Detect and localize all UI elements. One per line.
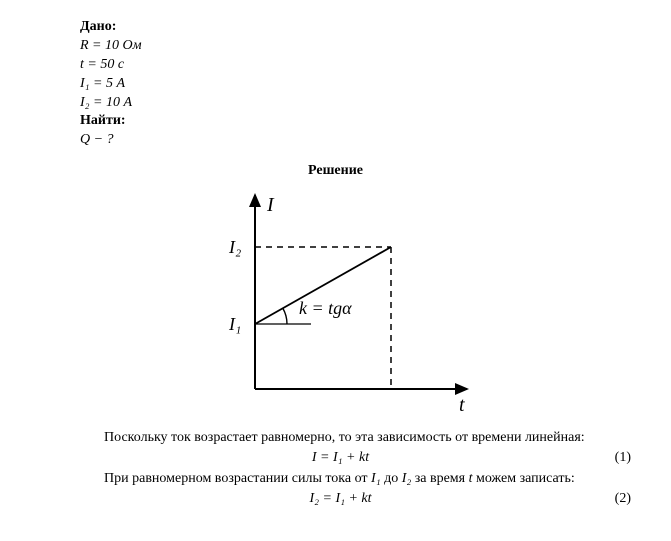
- equation-2: I₂ = I₁ + kt: [80, 490, 601, 509]
- paragraph-2b: до: [381, 471, 402, 486]
- given-I2: I₂ = 10 А: [80, 94, 631, 113]
- current-time-chart: It I₁ I₂ k = tgα: [191, 189, 481, 419]
- paragraph-2c: за время: [411, 471, 468, 486]
- svg-text:I₁: I₁: [228, 314, 241, 334]
- equation-1-number: (1): [601, 449, 631, 468]
- svg-text:I: I: [266, 194, 275, 216]
- symbol-I2: I₂: [402, 471, 412, 486]
- solution-heading: Решение: [40, 162, 631, 181]
- svg-text:t: t: [459, 394, 465, 416]
- chart-container: It I₁ I₂ k = tgα: [40, 189, 631, 419]
- paragraph-2: При равномерном возрастании силы тока от…: [80, 470, 631, 489]
- paragraph-1: Поскольку ток возрастает равномерно, то …: [80, 429, 631, 448]
- symbol-I1: I₁: [371, 471, 381, 486]
- paragraph-2d: можем записать:: [473, 471, 575, 486]
- equation-1-row: I = I₁ + kt (1): [80, 449, 631, 468]
- svg-text:k = tgα: k = tgα: [299, 298, 352, 318]
- paragraph-2a: При равномерном возрастании силы тока от: [104, 471, 371, 486]
- equation-2-row: I₂ = I₁ + kt (2): [80, 490, 631, 509]
- find-heading: Найти:: [80, 112, 631, 131]
- given-R: R = 10 Ом: [80, 37, 631, 56]
- given-heading: Дано:: [80, 18, 631, 37]
- svg-text:I₂: I₂: [228, 237, 241, 257]
- given-I1: I₁ = 5 А: [80, 75, 631, 94]
- equation-1: I = I₁ + kt: [80, 449, 601, 468]
- equation-2-number: (2): [601, 490, 631, 509]
- given-t: t = 50 с: [80, 56, 631, 75]
- find-value: Q − ?: [80, 131, 631, 150]
